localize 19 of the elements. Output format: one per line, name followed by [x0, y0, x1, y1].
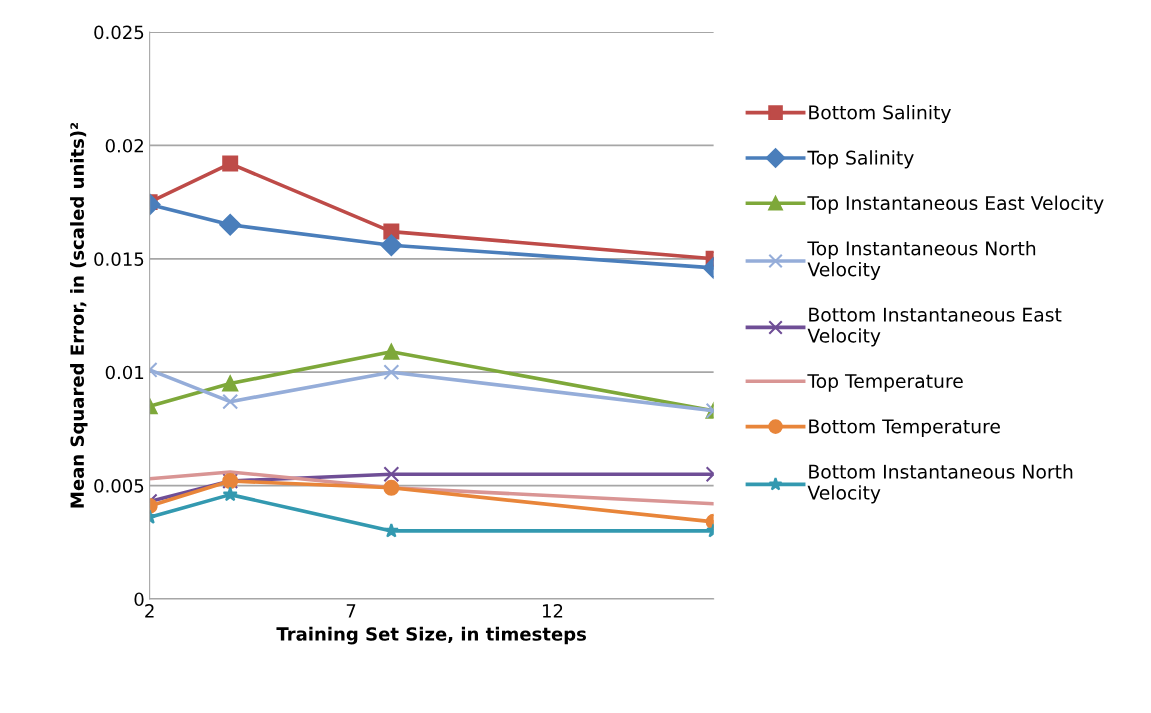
- y-tick-label: 0.005: [94, 479, 144, 493]
- y-tick-label: 0.025: [94, 25, 144, 40]
- x-tick-label: 12: [542, 604, 563, 618]
- x-axis-title: Training Set Size, in timesteps: [276, 626, 587, 645]
- x-tick-label: 2: [145, 604, 154, 618]
- legend-label: Bottom Temperature: [809, 419, 1000, 438]
- y-tick-label: 0.015: [94, 252, 144, 266]
- legend-label: Bottom Salinity: [809, 104, 951, 124]
- legend-label: Bottom Instantaneous East Velocity: [807, 307, 1062, 347]
- x-tick-label: 7: [346, 604, 356, 618]
- legend-label: Bottom Instantaneous North Velocity: [807, 464, 1073, 504]
- legend-label: Top Instantaneous North Velocity: [807, 240, 1036, 281]
- y-tick-label: 0.01: [105, 365, 144, 380]
- y-tick-label: 0: [134, 592, 144, 607]
- y-tick-label: 0.02: [105, 138, 143, 153]
- legend-label: Top Salinity: [807, 150, 914, 169]
- legend-label: Top Instantaneous East Velocity: [807, 195, 1104, 214]
- legend-label: Top Temperature: [807, 374, 963, 392]
- y-axis-title: Mean Squared Error, in (scaled units)²: [70, 122, 88, 508]
